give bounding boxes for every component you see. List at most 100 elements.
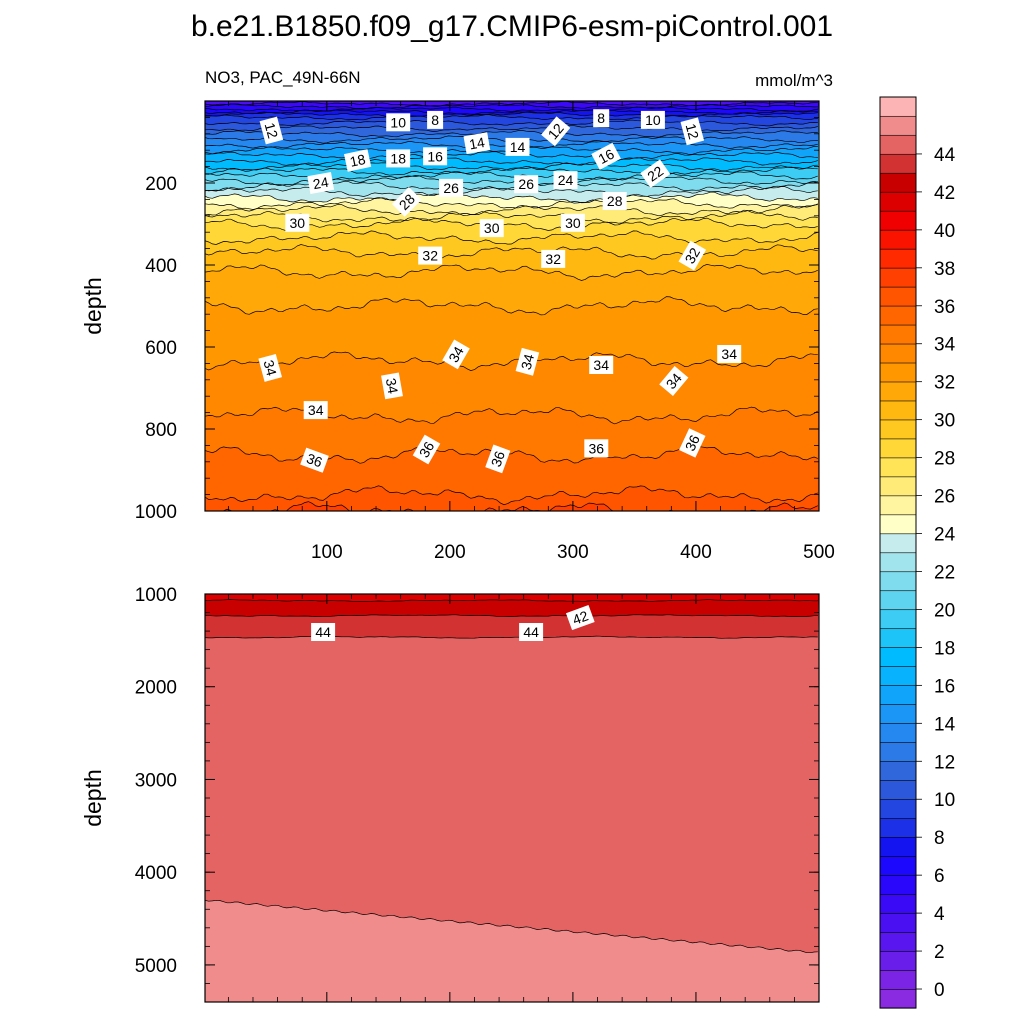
upper-contour-label-text: 30 <box>484 220 500 236</box>
upper-x-tick-label: 400 <box>680 542 712 563</box>
upper-contour-label-text: 34 <box>383 377 401 395</box>
colorbar-box <box>879 514 917 535</box>
lower-y-tick-label: 2000 <box>135 678 177 699</box>
colorbar-tick-label: 26 <box>934 487 955 508</box>
upper-contour-label-text: 18 <box>390 150 406 166</box>
lower-y-tick-label: 5000 <box>135 956 177 977</box>
colorbar-box <box>879 969 917 990</box>
colorbar-box <box>879 438 917 459</box>
upper-contour-label-box <box>381 372 403 400</box>
upper-contour-label: 28 <box>602 192 627 210</box>
colorbar-box <box>879 609 917 630</box>
colorbar-tick-label: 0 <box>934 980 945 1001</box>
colorbar-box <box>879 912 917 933</box>
upper-contour-label: 14 <box>505 137 530 156</box>
upper-contour-label-text: 12 <box>683 122 703 141</box>
colorbar-box <box>879 533 917 554</box>
upper-contour-label: 34 <box>258 353 282 382</box>
lower-contour-label-box <box>565 605 595 631</box>
lower-y-tick-label: 4000 <box>135 863 177 884</box>
lower-field <box>205 594 819 1002</box>
colorbar-tick-label: 18 <box>934 638 955 659</box>
upper-contour-5 <box>205 101 818 107</box>
upper-contour-label-box <box>442 339 470 370</box>
upper-ticks: 200 400 600 800 1000 100 200 300 400 500 <box>135 100 835 563</box>
upper-contour-label-box <box>553 171 578 190</box>
upper-contour-label-box <box>659 366 689 396</box>
colorbar-box <box>879 457 917 478</box>
colorbar-tick-label: 36 <box>934 297 955 318</box>
upper-contour-label-text: 34 <box>260 358 280 377</box>
upper-contour-label-text: 24 <box>312 174 330 192</box>
upper-contour-label-box <box>679 428 706 458</box>
colorbar-box <box>879 172 917 193</box>
lower-contour-label-text: 44 <box>523 624 539 640</box>
colorbar-tick-label: 2 <box>934 942 945 963</box>
lower-contour-44 <box>205 614 818 617</box>
colorbar-box <box>879 134 917 155</box>
upper-contour-label: 30 <box>560 213 585 232</box>
upper-contour-label-text: 32 <box>545 251 561 267</box>
upper-contour-labels: 12 10 8 18 18 16 14 14 12 8 10 12 16 22 24 26 26 24 28 28 30… <box>258 109 742 474</box>
figure-title: b.e21.B1850.f09_g17.CMIP6-esm-piControl.… <box>191 10 833 43</box>
upper-contour-label-text: 26 <box>518 176 534 192</box>
upper-contour-label-text: 34 <box>308 402 324 418</box>
colorbar-tick-label: 20 <box>934 600 955 621</box>
upper-contour-label-box <box>259 116 284 145</box>
upper-contour-18 <box>205 157 818 166</box>
upper-contour-label-box <box>391 187 422 217</box>
upper-x-tick-label: 100 <box>311 542 343 563</box>
upper-contour-label: 12 <box>680 117 705 146</box>
colorbar-box <box>879 191 917 212</box>
colorbar-tick-label: 22 <box>934 562 955 583</box>
upper-contour-label-box <box>303 401 328 420</box>
upper-contour-label: 34 <box>717 345 742 363</box>
upper-contour-label-text: 36 <box>416 439 438 461</box>
upper-y-tick-label: 800 <box>145 420 177 441</box>
upper-contour-label-box <box>514 175 539 194</box>
lower-contour-label: 44 <box>311 623 336 641</box>
colorbar-tick-label: 40 <box>934 221 955 242</box>
upper-contour-label-text: 26 <box>443 180 459 196</box>
upper-contour-label-box <box>640 110 665 129</box>
upper-contour-27 <box>205 203 818 217</box>
lower-contour-label-text: 44 <box>315 624 331 640</box>
colorbar-box <box>879 495 917 516</box>
colorbar-tick-label: 30 <box>934 411 955 432</box>
upper-contour-label: 12 <box>541 116 571 147</box>
upper-band-4 <box>205 101 819 106</box>
colorbar-tick-label: 32 <box>934 373 955 394</box>
upper-contour-label-text: 36 <box>304 450 324 470</box>
lower-contour-label-text: 42 <box>570 607 590 627</box>
upper-contour-label: 30 <box>479 219 504 238</box>
colorbar-tick-label: 38 <box>934 259 955 280</box>
colorbar-box <box>879 723 917 743</box>
colorbar-box <box>879 286 917 307</box>
lower-contour-label: 42 <box>565 605 595 631</box>
colorbar-box <box>879 931 917 952</box>
colorbar-box <box>879 685 917 705</box>
upper-contour-label: 32 <box>678 240 707 271</box>
upper-contour-label-box <box>515 347 540 376</box>
upper-contour-label: 36 <box>584 439 609 458</box>
upper-x-tick-label: 200 <box>434 542 466 563</box>
upper-contour-7 <box>205 106 818 112</box>
lower-band-43 <box>205 594 819 617</box>
upper-contour-label: 34 <box>589 356 614 374</box>
upper-contour-19 <box>205 162 818 172</box>
upper-contour-34 <box>205 351 818 371</box>
upper-contour-label-text: 10 <box>390 114 406 130</box>
upper-contour-33 <box>205 296 818 316</box>
colorbar-tick-label: 12 <box>934 752 955 773</box>
upper-plot-frame <box>204 100 820 512</box>
upper-contour-label-box <box>680 117 705 146</box>
upper-contour-label: 28 <box>391 187 422 217</box>
colorbar-box <box>879 210 917 231</box>
upper-contour-label-text: 16 <box>427 148 443 164</box>
upper-contour-label: 8 <box>427 110 444 129</box>
upper-y-axis-label: depth <box>80 277 106 335</box>
colorbar-box <box>879 647 917 667</box>
upper-contour-label: 36 <box>412 434 441 465</box>
upper-contour-label: 32 <box>541 249 566 268</box>
upper-contour-label-box <box>300 447 329 473</box>
